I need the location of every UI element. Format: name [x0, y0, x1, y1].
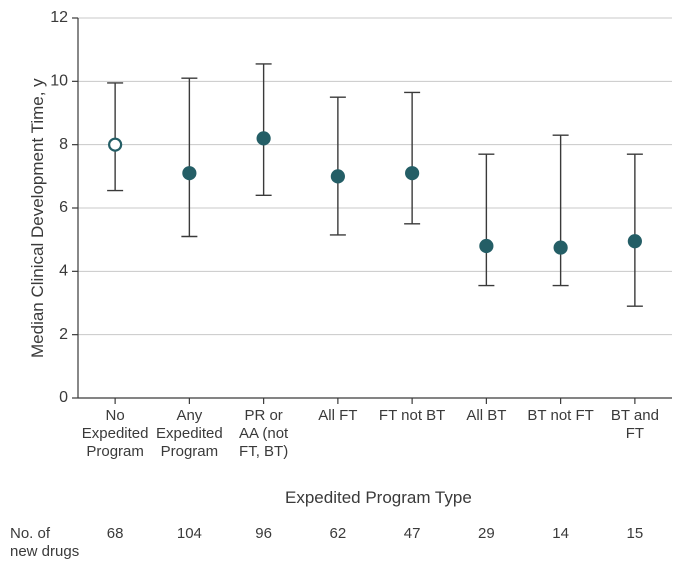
- x-tick-label: PR orAA (notFT, BT): [239, 407, 289, 460]
- x-tick-label: BT not FT: [527, 407, 593, 424]
- y-axis-title: Median Clinical Development Time, y: [28, 78, 48, 358]
- data-point: [332, 170, 344, 182]
- y-tick-label: 2: [59, 326, 68, 343]
- y-tick-label: 6: [59, 199, 68, 216]
- footer-value: 104: [177, 525, 202, 542]
- x-tick-label: AnyExpeditedProgram: [156, 407, 223, 460]
- data-point: [629, 235, 641, 247]
- x-tick-label: FT not BT: [379, 407, 445, 424]
- footer-value: 62: [330, 525, 347, 542]
- y-tick-label: 8: [59, 136, 68, 153]
- x-axis-title: Expedited Program Type: [285, 488, 472, 508]
- data-point: [555, 242, 567, 254]
- x-tick-label: BT andFT: [611, 407, 659, 442]
- footer-value: 15: [627, 525, 644, 542]
- footer-value: 68: [107, 525, 124, 542]
- footer-value: 29: [478, 525, 495, 542]
- footer-value: 47: [404, 525, 421, 542]
- x-tick-label: All FT: [318, 407, 357, 424]
- data-point: [406, 167, 418, 179]
- y-tick-label: 12: [50, 9, 68, 26]
- y-tick-label: 4: [59, 263, 68, 280]
- data-point: [183, 167, 195, 179]
- chart-container: 024681012NoExpeditedProgramAnyExpeditedP…: [0, 0, 689, 580]
- footer-value: 96: [255, 525, 272, 542]
- data-point: [480, 240, 492, 252]
- footer-row-label: No. ofnew drugs: [10, 525, 79, 560]
- x-tick-label: NoExpeditedProgram: [82, 407, 149, 460]
- y-tick-label: 10: [50, 73, 68, 90]
- footer-value: 14: [552, 525, 569, 542]
- x-tick-label: All BT: [466, 407, 506, 424]
- y-tick-label: 0: [59, 389, 68, 406]
- data-point: [258, 132, 270, 144]
- data-point-open: [109, 139, 121, 151]
